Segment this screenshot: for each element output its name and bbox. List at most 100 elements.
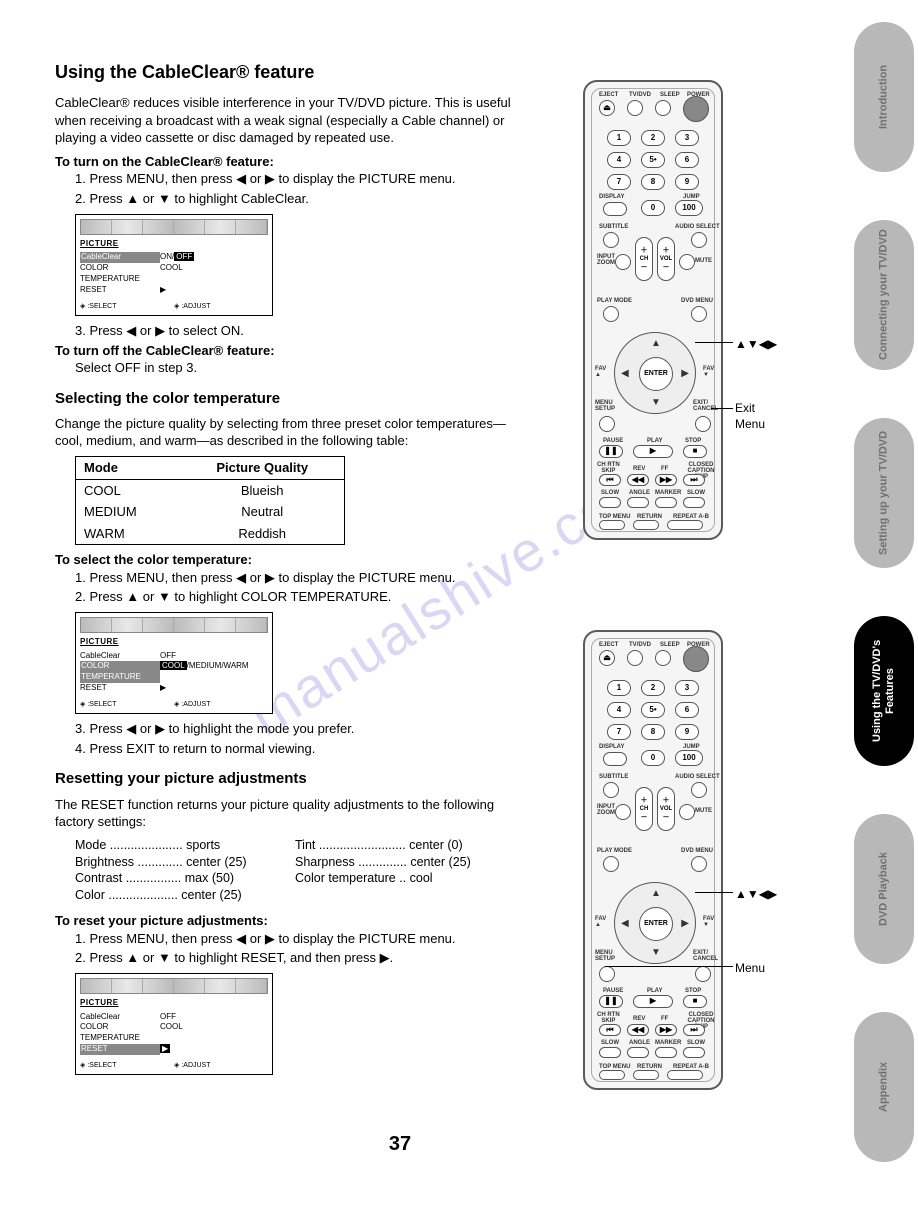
- osd-item: COLORTEMPERATURE: [80, 1022, 160, 1044]
- dpad: ▲ ▼ ◀ ▶ ENTER: [614, 882, 696, 964]
- remote-label: REV: [633, 466, 645, 472]
- callout-menu: Menu: [735, 960, 765, 976]
- remote-label: EJECT: [599, 642, 618, 648]
- step-text: 4. Press EXIT to return to normal viewin…: [75, 740, 515, 758]
- step-text: 2. Press ▲ or ▼ to highlight RESET, and …: [75, 949, 515, 967]
- vol-rocker: ＋VOL－: [657, 787, 675, 831]
- table-header: Picture Quality: [180, 456, 344, 479]
- remote-label: SUBTITLE: [599, 774, 628, 780]
- skip-button: ⏮: [599, 474, 621, 486]
- power-button: [683, 646, 709, 672]
- reset-intro: The RESET function returns your picture …: [55, 796, 515, 831]
- turn-on-label: To turn on the CableClear® feature:: [55, 153, 515, 171]
- table-cell: Reddish: [180, 523, 344, 545]
- power-button: [683, 96, 709, 122]
- remote-label: TV/DVD: [629, 642, 651, 648]
- angle-button: [627, 497, 649, 508]
- osd-value: COOL: [160, 263, 268, 285]
- remote-label: MENUSETUP: [595, 950, 615, 962]
- dvdmenu-button: [691, 306, 707, 322]
- remote-label: FAV▲: [595, 916, 606, 928]
- angle-button: [627, 1047, 649, 1058]
- table-row: COOLBlueish: [76, 479, 345, 501]
- remote-label: SLOW: [687, 1040, 705, 1046]
- remote-label: DISPLAY: [599, 744, 624, 750]
- input-button: [615, 804, 631, 820]
- osd-footer: ◈ :SELECT: [80, 1061, 174, 1070]
- num-button: 100: [675, 750, 703, 766]
- ff-button: ▶▶: [655, 1024, 677, 1036]
- topmenu-button: [599, 1070, 625, 1080]
- ch-rocker: ＋CH－: [635, 237, 653, 281]
- remote-label: ANGLE: [629, 1040, 650, 1046]
- ch-rocker: ＋CH－: [635, 787, 653, 831]
- osd-item: COLORTEMPERATURE: [80, 661, 160, 683]
- num-button: 7: [607, 174, 631, 190]
- setting-row: Contrast ................ max (50): [75, 870, 295, 887]
- osd-value: ON/OFF: [160, 252, 268, 263]
- audio-button: [691, 782, 707, 798]
- osd-item: RESET: [80, 1044, 160, 1055]
- step-text: 1. Press MENU, then press ◀ or ▶ to disp…: [75, 930, 515, 948]
- callout-line: [695, 342, 733, 343]
- remote-label: SLEEP: [660, 92, 680, 98]
- remote-label: DVD MENU: [681, 848, 713, 854]
- num-button: 4: [607, 702, 631, 718]
- rev-button: ◀◀: [627, 1024, 649, 1036]
- table-header: Mode: [76, 456, 181, 479]
- step-text: 2. Press ▲ or ▼ to highlight COLOR TEMPE…: [75, 588, 515, 606]
- remote-label: PLAY MODE: [597, 298, 632, 304]
- remote-label: EXIT/CANCEL: [693, 950, 718, 962]
- playmode-button: [603, 306, 619, 322]
- dpad: ▲ ▼ ◀ ▶ ENTER: [614, 332, 696, 414]
- osd-footer: ◈ :SELECT: [80, 302, 174, 311]
- num-button: 1: [607, 680, 631, 696]
- remote-label: MUTE: [695, 258, 712, 264]
- osd-value: COOL/MEDIUM/WARM: [160, 661, 268, 683]
- osd-footer: ◈ :ADJUST: [174, 302, 268, 311]
- mute-button: [679, 804, 695, 820]
- setting-row: Sharpness .............. center (25): [295, 854, 515, 871]
- subtitle-button: [603, 232, 619, 248]
- skip-button: ⏭: [683, 474, 705, 486]
- pause-button: ❚❚: [599, 995, 623, 1008]
- rev-button: ◀◀: [627, 474, 649, 486]
- remote-label: CH RTNSKIP: [597, 462, 620, 474]
- select-color-label: To select the color temperature:: [55, 551, 515, 569]
- remote-label: AUDIO SELECT: [675, 774, 720, 780]
- play-button: ▶: [633, 995, 673, 1008]
- menu-button: [599, 966, 615, 982]
- remote-label: DISPLAY: [599, 194, 624, 200]
- callout-arrows: ▲▼◀▶: [735, 336, 777, 352]
- osd-screenshot-2: PICTURE CableClearOFF COLORTEMPERATURECO…: [75, 612, 273, 714]
- remote-label: MENUSETUP: [595, 400, 615, 412]
- table-row: WARMReddish: [76, 523, 345, 545]
- tab-connecting: Connecting your TV/DVD: [854, 220, 914, 370]
- tvdvd-button: [627, 100, 643, 116]
- remote-label: FF: [661, 1016, 668, 1022]
- pause-button: ❚❚: [599, 445, 623, 458]
- callout-line: [711, 408, 733, 409]
- stop-button: ■: [683, 995, 707, 1008]
- remote-label: AUDIO SELECT: [675, 224, 720, 230]
- marker-button: [655, 497, 677, 508]
- factory-settings: Mode ..................... sports Bright…: [75, 837, 515, 905]
- tvdvd-button: [627, 650, 643, 666]
- num-button: 6: [675, 152, 699, 168]
- skip-button: ⏭: [683, 1024, 705, 1036]
- num-button: 0: [641, 200, 665, 216]
- remote-label: STOP: [685, 438, 701, 444]
- num-button: 7: [607, 724, 631, 740]
- num-button: 8: [641, 174, 665, 190]
- slow-button: [683, 497, 705, 508]
- subtitle-button: [603, 782, 619, 798]
- exit-button: [695, 416, 711, 432]
- playmode-button: [603, 856, 619, 872]
- heading-color-temp: Selecting the color temperature: [55, 389, 515, 409]
- num-button: 2: [641, 680, 665, 696]
- osd-item: CableClear: [80, 1012, 160, 1023]
- table-cell: Blueish: [180, 479, 344, 501]
- osd-item: RESET: [80, 683, 160, 694]
- return-button: [633, 1070, 659, 1080]
- slow-button: [683, 1047, 705, 1058]
